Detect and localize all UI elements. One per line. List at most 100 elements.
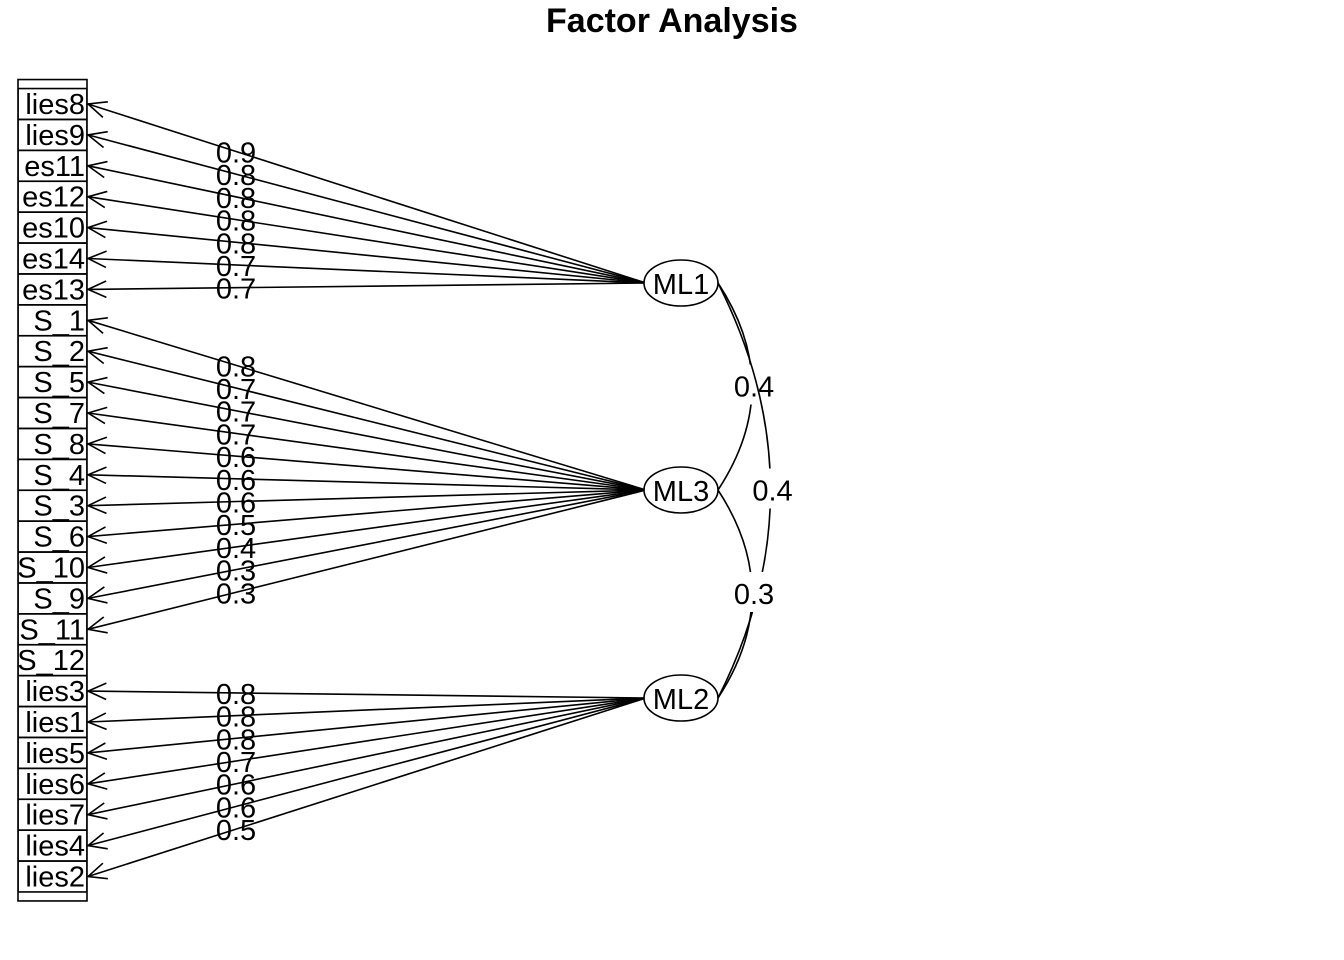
loading-label: 0.8 bbox=[216, 228, 256, 260]
variable-label: S_4 bbox=[33, 460, 85, 492]
variable-label: es11 bbox=[24, 151, 85, 183]
loading-arrow bbox=[87, 489, 647, 538]
variable-label: lies2 bbox=[25, 862, 85, 894]
loading-label: 0.6 bbox=[216, 488, 256, 520]
loading-arrow bbox=[87, 690, 647, 699]
variable-label: lies8 bbox=[25, 89, 85, 121]
loading-label: 0.7 bbox=[216, 274, 256, 306]
loading-arrow bbox=[87, 697, 647, 723]
variable-label: es14 bbox=[22, 244, 85, 276]
variable-label: S_6 bbox=[33, 522, 85, 554]
variable-label: es13 bbox=[22, 274, 85, 306]
arrowhead bbox=[86, 346, 108, 365]
loading-arrow bbox=[87, 697, 647, 754]
factor-label: ML2 bbox=[653, 684, 709, 716]
loading-arrow bbox=[87, 489, 647, 600]
arrowhead bbox=[86, 556, 108, 574]
variable-label: lies9 bbox=[25, 120, 85, 152]
arrowhead bbox=[86, 280, 107, 299]
arrowhead bbox=[86, 862, 108, 880]
variable-label: S_10 bbox=[17, 553, 85, 585]
loading-label: 0.5 bbox=[216, 510, 256, 542]
loading-arrow bbox=[87, 257, 647, 284]
loading-arrow bbox=[87, 165, 647, 284]
loading-arrow bbox=[87, 697, 647, 816]
arrowhead bbox=[86, 220, 108, 239]
arrowhead bbox=[86, 466, 107, 485]
loading-label: 0.4 bbox=[216, 533, 256, 565]
variable-label: S_1 bbox=[33, 305, 85, 337]
loading-arrow bbox=[87, 443, 647, 491]
loading-arrow bbox=[87, 697, 647, 878]
arrowhead bbox=[86, 802, 108, 820]
loading-arrow bbox=[87, 474, 647, 491]
loading-label: 0.8 bbox=[216, 702, 256, 734]
arrowhead bbox=[86, 190, 108, 209]
loading-arrow bbox=[87, 350, 647, 491]
variable-boxes: lies8lies9es11es12es10es14es13S_1S_2S_5S… bbox=[17, 87, 87, 894]
loading-arrow bbox=[87, 489, 647, 631]
variable-label: lies7 bbox=[25, 800, 85, 832]
loading-arrow bbox=[87, 226, 647, 284]
arrowhead bbox=[86, 376, 108, 395]
variable-frame bbox=[17, 78, 88, 902]
arrowhead bbox=[86, 682, 107, 701]
arrowhead bbox=[86, 742, 108, 760]
loading-label: 0.8 bbox=[216, 724, 256, 756]
loading-label: 0.7 bbox=[216, 419, 256, 451]
loading-label: 0.6 bbox=[216, 442, 256, 474]
loading-label: 0.3 bbox=[216, 556, 256, 588]
variable-label: S_7 bbox=[33, 398, 85, 430]
loading-arrow bbox=[87, 195, 647, 284]
variable-label: S_12 bbox=[17, 645, 85, 677]
loading-label: 0.7 bbox=[216, 374, 256, 406]
arrowhead bbox=[86, 160, 108, 179]
factor-nodes: ML1 ML3 ML2 bbox=[643, 259, 719, 722]
variable-label: S_8 bbox=[33, 429, 85, 461]
loading-arrow bbox=[87, 134, 647, 284]
loading-label: 0.6 bbox=[216, 770, 256, 802]
correlation-label: 0.3 bbox=[734, 579, 774, 611]
variable-label: es10 bbox=[22, 213, 85, 245]
arrowhead bbox=[86, 772, 108, 790]
arrowhead bbox=[86, 406, 108, 425]
loading-label: 0.9 bbox=[216, 137, 256, 169]
loading-arrow bbox=[87, 412, 647, 491]
factor-label: ML1 bbox=[653, 269, 709, 301]
arrowhead bbox=[86, 101, 108, 118]
loading-label: 0.7 bbox=[216, 397, 256, 429]
loading-label: 0.7 bbox=[216, 747, 256, 779]
arrowhead bbox=[86, 832, 108, 850]
arrowhead bbox=[86, 317, 108, 335]
variable-label: lies4 bbox=[25, 831, 85, 863]
variable-label: S_11 bbox=[19, 614, 85, 646]
loading-label: 0.8 bbox=[216, 183, 256, 215]
loading-label: 0.8 bbox=[216, 160, 256, 192]
loading-arrow bbox=[87, 489, 647, 569]
arrowhead bbox=[86, 250, 107, 269]
diagram-title: Factor Analysis bbox=[546, 2, 798, 40]
factor-label: ML3 bbox=[653, 476, 709, 508]
loading-label: 0.8 bbox=[216, 206, 256, 238]
loading-label: 0.3 bbox=[216, 578, 256, 610]
correlation-label-bg bbox=[744, 468, 797, 509]
loading-arrow bbox=[87, 697, 647, 785]
variable-label: lies5 bbox=[25, 738, 85, 770]
variable-label: lies1 bbox=[25, 707, 85, 739]
correlation-label-bg bbox=[726, 572, 778, 612]
loading-label: 0.8 bbox=[216, 679, 256, 711]
loading-arrow bbox=[87, 697, 647, 847]
arrowhead bbox=[86, 616, 108, 634]
variable-box bbox=[18, 860, 87, 893]
arrowhead bbox=[86, 130, 108, 149]
loading-arrow bbox=[87, 282, 647, 291]
loading-label: 0.6 bbox=[216, 792, 256, 824]
variable-label: es12 bbox=[22, 182, 85, 214]
loading-arrow bbox=[87, 319, 647, 491]
loading-arrow bbox=[87, 103, 647, 284]
arrowhead bbox=[86, 436, 108, 455]
loading-arrow bbox=[87, 489, 647, 507]
arrowhead bbox=[86, 712, 107, 731]
loading-label: 0.8 bbox=[216, 351, 256, 383]
